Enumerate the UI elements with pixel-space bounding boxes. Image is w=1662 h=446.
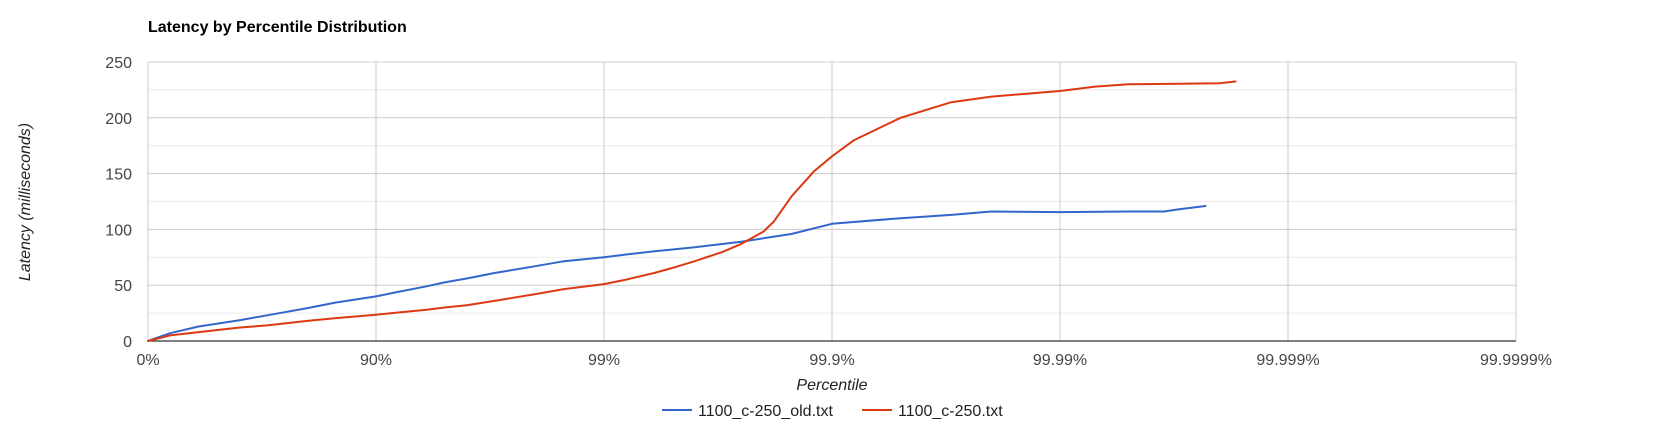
y-tick-label: 100 <box>105 222 132 239</box>
x-tick-label: 99.9999% <box>1480 352 1552 369</box>
y-tick-label: 50 <box>114 278 132 295</box>
legend-label: 1100_c-250_old.txt <box>698 403 833 420</box>
series-line-1 <box>147 205 1207 342</box>
y-tick-label: 150 <box>105 167 132 184</box>
y-tick-label: 0 <box>123 334 132 351</box>
y-tick-label: 200 <box>105 111 132 128</box>
x-tick-label: 0% <box>136 352 159 369</box>
series-group <box>147 80 1237 342</box>
legend-item-1[interactable]: 1100_c-250_old.txt <box>662 403 833 420</box>
chart-title: Latency by Percentile Distribution <box>148 19 407 36</box>
legend-item-2[interactable]: 1100_c-250.txt <box>862 403 1003 420</box>
x-axis-title: Percentile <box>796 377 867 394</box>
y-tick-labels: 0 50 100 150 200 250 <box>105 55 132 351</box>
x-tick-label: 99.99% <box>1033 352 1087 369</box>
x-tick-labels: 0% 90% 99% 99.9% 99.99% 99.999% 99.9999% <box>136 352 1552 369</box>
x-tick-label: 99.999% <box>1256 352 1319 369</box>
x-tick-label: 99% <box>588 352 620 369</box>
y-tick-label: 250 <box>105 55 132 72</box>
series-line-2 <box>147 80 1237 342</box>
x-tick-label: 90% <box>360 352 392 369</box>
gridlines <box>147 61 1517 342</box>
x-tick-label: 99.9% <box>809 352 854 369</box>
y-axis-title: Latency (milliseconds) <box>17 123 34 281</box>
legend-label: 1100_c-250.txt <box>898 403 1003 420</box>
legend[interactable]: 1100_c-250_old.txt 1100_c-250.txt <box>662 403 1003 420</box>
